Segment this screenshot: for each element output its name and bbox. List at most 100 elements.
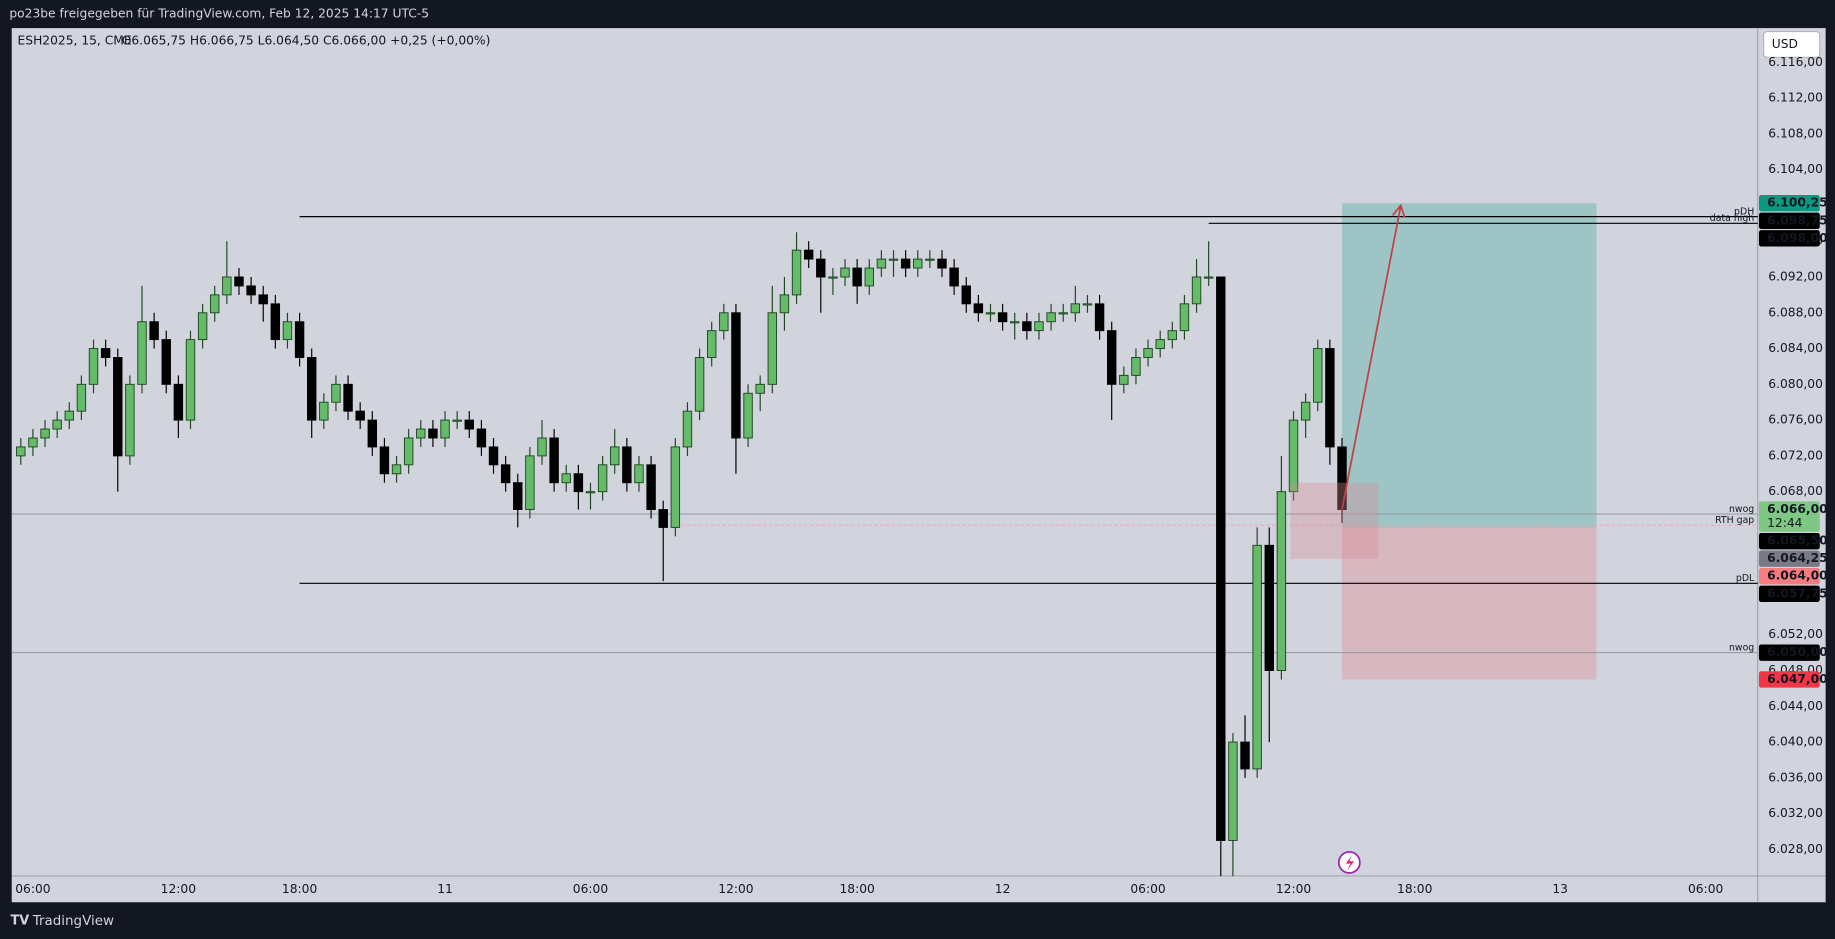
x-tick-label: 18:00 <box>839 882 874 896</box>
candle-body <box>88 348 99 385</box>
candle-body <box>440 419 450 439</box>
price-tag-label: 6.098,75 <box>1767 213 1828 227</box>
x-tick-label: 06:00 <box>15 882 50 896</box>
candle-body <box>197 312 208 341</box>
candle-body <box>1143 348 1153 358</box>
candle-body <box>1228 741 1238 841</box>
candle-body <box>597 464 608 493</box>
candle-body <box>331 383 341 403</box>
price-tag-label: 6.100,25 <box>1767 196 1828 210</box>
candle-body <box>28 437 38 448</box>
candle-body <box>888 258 899 261</box>
candle-body <box>1167 330 1178 341</box>
candle-body <box>428 428 438 439</box>
candle-body <box>379 446 390 475</box>
y-tick-label: 6.084,00 <box>1768 341 1823 355</box>
candle-body <box>210 294 220 314</box>
candle-body <box>1325 348 1335 448</box>
y-tick-label: 6.116,00 <box>1768 55 1823 69</box>
candle-body <box>1058 312 1068 315</box>
arrow-line <box>1341 205 1402 510</box>
candle-body <box>779 294 790 314</box>
candle-body <box>1313 348 1323 403</box>
candle-body <box>1119 374 1129 385</box>
price-tag-label: 6.057,75 <box>1767 586 1828 600</box>
price-tag <box>1758 585 1820 602</box>
x-tick-label: 06:00 <box>573 882 608 896</box>
plot-area: 06:00 12:00 18:00 11 06:00 12:00 18:00 12 06:00 1… <box>11 203 1758 896</box>
candle-body <box>282 321 293 341</box>
candle-body <box>549 437 559 484</box>
price-tag <box>1758 550 1820 567</box>
candle-body <box>343 383 353 412</box>
candle-body <box>125 383 135 457</box>
candle-body <box>1034 321 1044 332</box>
candle-body <box>1252 544 1262 770</box>
y-tick-label: 6.028,00 <box>1768 842 1823 856</box>
candle-body <box>173 383 184 421</box>
price-tag-label: 6.066,00 <box>1767 502 1828 516</box>
candle-body <box>391 464 402 475</box>
annotation-label: nwog <box>1729 642 1754 653</box>
annotation-label: pDH <box>1734 206 1754 217</box>
price-tag-label: 6.047,00 <box>1767 672 1828 686</box>
candle-body <box>16 446 26 457</box>
y-tick-label: 6.108,00 <box>1768 126 1823 140</box>
candle-body <box>925 258 935 261</box>
candle-body <box>222 276 232 296</box>
candle-body <box>670 446 681 528</box>
candle-body <box>803 249 814 260</box>
annotation-label: RTH gap <box>1715 515 1754 526</box>
candle-body <box>961 285 971 305</box>
arrow-head <box>1391 203 1406 218</box>
y-tick-label: 6.044,00 <box>1768 699 1823 713</box>
annotation-label: nwog <box>1729 504 1754 515</box>
candle-body <box>464 419 474 430</box>
annotation-label: data high <box>1710 213 1755 224</box>
price-tag-label: 6.064,00 <box>1767 569 1828 583</box>
candle-body <box>40 428 50 439</box>
candle-body <box>646 464 656 511</box>
price-tag <box>1758 212 1820 229</box>
currency-label[interactable]: USD <box>1772 37 1798 51</box>
price-axis: 6.116,006.112,006.108,006.104,006.096,00… <box>1758 55 1828 856</box>
price-tag <box>1758 532 1820 550</box>
candle-body <box>876 258 887 269</box>
y-tick-label: 6.088,00 <box>1768 305 1823 319</box>
candle-body <box>476 428 487 448</box>
candle-body <box>149 321 159 341</box>
candle-body <box>949 267 959 287</box>
symbol-info: ESH2025, 15, CME <box>18 33 132 47</box>
candle-body <box>791 249 802 296</box>
candle-body <box>1094 303 1105 332</box>
candle-body <box>1106 330 1117 385</box>
candle-body <box>1070 303 1081 314</box>
x-tick-label: 11 <box>437 882 453 896</box>
price-tag-label: 6.064,25 <box>1767 551 1828 565</box>
candle-body <box>937 258 947 269</box>
price-tag-label: 6.098,00 <box>1767 231 1828 245</box>
candle-body <box>610 446 620 466</box>
candle-body <box>319 401 329 421</box>
candle-body <box>1264 544 1274 671</box>
x-tick-label: 12 <box>995 882 1011 896</box>
price-tag <box>1758 195 1820 212</box>
candle-body <box>403 437 414 466</box>
candle-body <box>64 410 74 421</box>
candle-body <box>634 464 644 484</box>
drawn-rectangle <box>1290 482 1379 559</box>
candle-body <box>100 348 111 358</box>
candle-body <box>1300 401 1311 421</box>
currency-button[interactable] <box>1763 31 1821 58</box>
price-tag-label: 6.050,00 <box>1767 645 1828 659</box>
candle-body <box>840 267 850 278</box>
y-tick-label: 6.040,00 <box>1768 735 1823 749</box>
candle-body <box>1082 303 1093 306</box>
candle-body <box>137 321 147 385</box>
candle-body <box>719 312 729 332</box>
candle-body <box>694 357 705 412</box>
candle-body <box>816 258 826 278</box>
candle-body <box>731 312 741 439</box>
x-tick-label: 06:00 <box>1130 882 1165 896</box>
